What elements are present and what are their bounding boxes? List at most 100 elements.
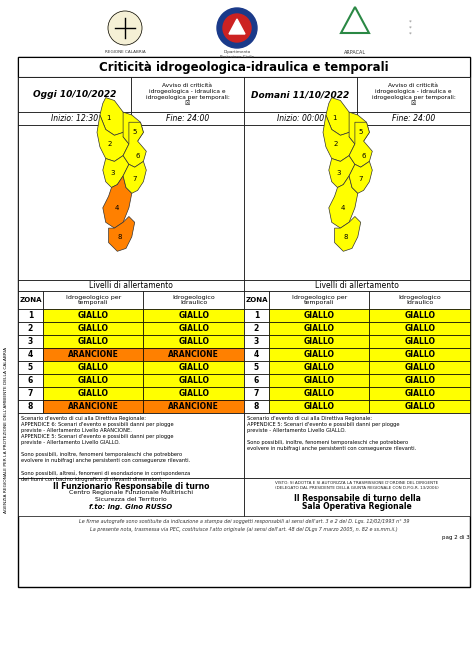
Bar [18,280,244,291]
Bar [370,361,470,374]
Bar [18,413,244,478]
Text: *
*
*: * * * [409,19,411,36]
Bar [269,322,370,335]
Bar [43,348,144,361]
Bar [244,348,269,361]
Bar [244,361,269,374]
Bar [370,322,470,335]
Text: GIALLO: GIALLO [304,324,335,333]
Text: GIALLO: GIALLO [304,337,335,346]
Polygon shape [323,115,355,162]
Text: ARANCIONE: ARANCIONE [168,402,219,411]
Polygon shape [326,97,355,136]
Text: ZONA: ZONA [19,297,42,303]
Polygon shape [97,115,129,162]
Circle shape [217,8,257,48]
Polygon shape [103,156,129,187]
Bar [43,400,144,413]
Text: 8: 8 [118,234,122,240]
Bar [244,374,269,387]
Text: Livelli di allertamento: Livelli di allertamento [89,281,173,290]
Bar [18,125,244,280]
Polygon shape [100,97,129,136]
Bar [18,361,43,374]
Text: GIALLO: GIALLO [404,311,435,320]
Bar [144,309,244,322]
Text: GIALLO: GIALLO [304,363,335,372]
Text: ARANCIONE: ARANCIONE [68,402,118,411]
Text: 6: 6 [28,376,33,385]
Bar [144,361,244,374]
Text: Sala Operativa Regionale: Sala Operativa Regionale [302,502,412,511]
Text: 1: 1 [28,311,33,320]
Text: f.to: ing. Gino RUSSO: f.to: ing. Gino RUSSO [90,504,173,510]
Bar [43,291,144,309]
Text: 3: 3 [337,170,341,176]
Text: La presente nota, trasmessa via PEC, costituisce l'atto originale (ai sensi dell: La presente nota, trasmessa via PEC, cos… [90,527,398,532]
Text: 2: 2 [254,324,259,333]
Bar [43,322,144,335]
Polygon shape [349,162,372,193]
Bar [244,478,470,516]
Text: GIALLO: GIALLO [404,376,435,385]
Text: AGENZIA REGIONALE PER LA PROTEZIONE DELL'AMBIENTE DELLA CALABRIA: AGENZIA REGIONALE PER LA PROTEZIONE DELL… [4,347,8,513]
Bar [244,77,357,112]
Polygon shape [123,112,144,144]
Text: Idrogeologico per
temporali: Idrogeologico per temporali [292,295,347,305]
Bar [370,335,470,348]
Text: Avviso di criticità
idrogeologica - idraulica e
idrogeologica per temporali:
☒: Avviso di criticità idrogeologica - idra… [372,83,456,106]
Text: 1: 1 [106,115,111,121]
Bar [269,291,370,309]
Text: GIALLO: GIALLO [304,350,335,359]
Bar [370,400,470,413]
Text: 5: 5 [28,363,33,372]
Text: Domani 11/10/2022: Domani 11/10/2022 [251,90,350,99]
Circle shape [223,14,251,42]
Text: Fine: 24:00: Fine: 24:00 [392,114,435,123]
Text: 6: 6 [254,376,259,385]
Text: GIALLO: GIALLO [78,376,109,385]
Text: 7: 7 [28,389,33,398]
Bar [269,348,370,361]
Text: 3: 3 [28,337,33,346]
Text: Oggi 10/10/2022: Oggi 10/10/2022 [33,90,116,99]
Text: VISTO: SI ADOTTA E SI AUTORIZZA LA TRASMISSIONE D'ORDINE DEL DIRIGENTE
(DELEGATO: VISTO: SI ADOTTA E SI AUTORIZZA LA TRASM… [275,481,439,490]
Polygon shape [103,176,132,228]
Bar [269,400,370,413]
Text: 5: 5 [254,363,259,372]
Text: 8: 8 [28,402,33,411]
Bar [43,361,144,374]
Text: Idrogeologico
Idraulico: Idrogeologico Idraulico [398,295,441,305]
Text: GIALLO: GIALLO [304,376,335,385]
Text: GIALLO: GIALLO [404,363,435,372]
Text: 4: 4 [341,205,346,211]
Text: GIALLO: GIALLO [404,324,435,333]
Bar [357,77,470,112]
Text: ZONA: ZONA [245,297,268,303]
Bar [244,112,357,125]
Text: 7: 7 [132,176,137,182]
Text: Scenario d'evento di cui alla Direttiva Regionale:
APPENDICE 6: Scenari d'evento: Scenario d'evento di cui alla Direttiva … [21,416,190,482]
Text: 1: 1 [254,311,259,320]
Bar [18,57,470,77]
Polygon shape [335,217,361,252]
Text: Scenario d'evento di cui alla Direttiva Regionale:
APPENDICE 5: Scenari d'evento: Scenario d'evento di cui alla Direttiva … [247,416,416,451]
Text: GIALLO: GIALLO [78,363,109,372]
Text: Criticità idrogeologica-idraulica e temporali: Criticità idrogeologica-idraulica e temp… [99,60,389,74]
Bar [43,387,144,400]
Text: GIALLO: GIALLO [304,389,335,398]
Polygon shape [123,162,146,193]
Bar [18,309,43,322]
Bar [244,387,269,400]
Text: 1: 1 [332,115,337,121]
Text: Sicurezza del Territorio: Sicurezza del Territorio [95,497,167,502]
Text: Idrogeologico per
temporali: Idrogeologico per temporali [65,295,121,305]
Text: GIALLO: GIALLO [178,376,209,385]
Text: 2: 2 [28,324,33,333]
Polygon shape [329,176,358,228]
Text: 2: 2 [108,141,112,147]
Polygon shape [329,156,355,187]
Text: Il Responsabile di turno della: Il Responsabile di turno della [293,494,420,503]
Text: 4: 4 [115,205,119,211]
Bar [269,374,370,387]
